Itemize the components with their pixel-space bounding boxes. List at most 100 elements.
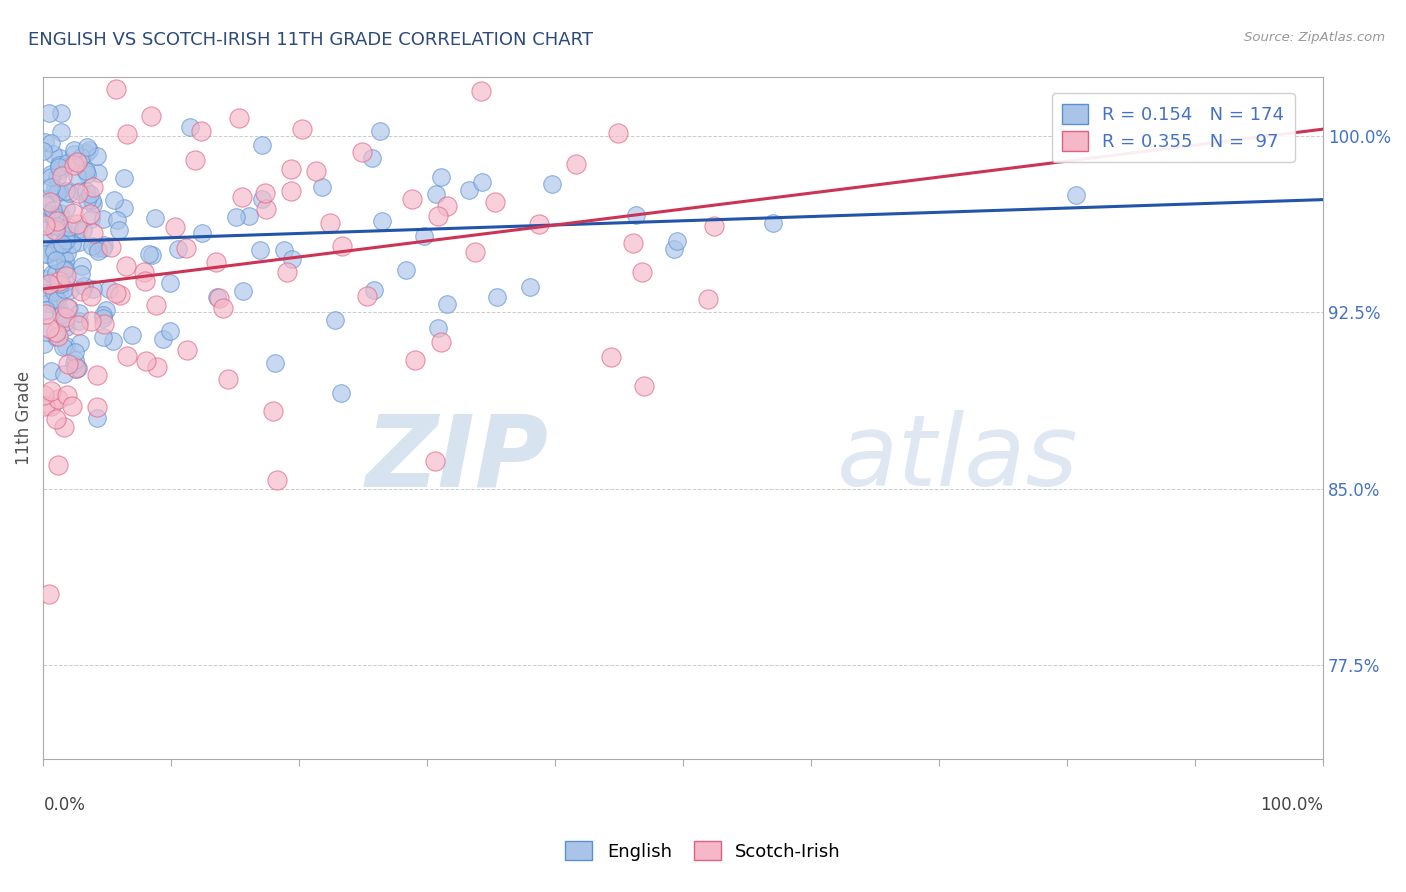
Point xyxy=(45,253,67,268)
Point xyxy=(404,353,426,368)
Point xyxy=(91,308,114,322)
Point xyxy=(82,197,104,211)
Point xyxy=(141,109,163,123)
Point xyxy=(291,121,314,136)
Point xyxy=(541,177,564,191)
Point xyxy=(67,306,90,320)
Point xyxy=(91,211,114,226)
Point xyxy=(38,587,60,601)
Point xyxy=(73,278,96,293)
Point xyxy=(63,352,86,367)
Point xyxy=(49,308,72,322)
Point xyxy=(80,239,103,253)
Point xyxy=(165,220,187,235)
Point xyxy=(67,235,90,250)
Point xyxy=(69,335,91,350)
Point xyxy=(703,219,725,233)
Point xyxy=(82,282,104,296)
Point xyxy=(599,350,621,364)
Point xyxy=(624,208,647,222)
Point xyxy=(212,301,235,315)
Point xyxy=(35,302,58,317)
Point xyxy=(280,161,302,176)
Point xyxy=(423,454,446,468)
Point xyxy=(311,180,333,194)
Point xyxy=(34,218,56,232)
Point xyxy=(34,271,56,285)
Point xyxy=(53,368,76,382)
Point xyxy=(49,277,72,291)
Point xyxy=(254,186,277,200)
Point xyxy=(39,169,62,184)
Point xyxy=(35,325,58,339)
Point xyxy=(250,193,273,207)
Point xyxy=(53,262,76,277)
Point xyxy=(58,219,80,234)
Point xyxy=(39,136,62,150)
Point xyxy=(65,361,87,376)
Point xyxy=(401,193,423,207)
Point xyxy=(135,354,157,368)
Point xyxy=(65,361,87,376)
Point xyxy=(56,388,79,402)
Point xyxy=(62,206,84,220)
Point xyxy=(38,106,60,120)
Point xyxy=(53,310,76,325)
Point xyxy=(70,150,93,164)
Point xyxy=(34,192,56,206)
Point xyxy=(41,202,63,217)
Point xyxy=(75,163,97,178)
Point xyxy=(52,419,75,434)
Point xyxy=(80,289,103,303)
Point xyxy=(323,313,346,327)
Point xyxy=(281,252,304,266)
Point xyxy=(115,350,138,364)
Point xyxy=(34,247,56,261)
Point xyxy=(55,320,77,334)
Point xyxy=(46,213,69,227)
Point xyxy=(39,364,62,378)
Point xyxy=(249,243,271,257)
Point xyxy=(67,360,90,375)
Point xyxy=(66,169,89,183)
Point xyxy=(46,293,69,307)
Point xyxy=(395,262,418,277)
Point xyxy=(167,242,190,256)
Point xyxy=(485,290,508,304)
Point xyxy=(100,240,122,254)
Point xyxy=(49,281,72,295)
Point xyxy=(55,339,77,353)
Text: 0.0%: 0.0% xyxy=(44,797,86,814)
Point xyxy=(70,267,93,281)
Point xyxy=(35,205,58,219)
Point xyxy=(1066,187,1088,202)
Point xyxy=(86,149,108,163)
Point xyxy=(79,186,101,201)
Point xyxy=(62,399,84,413)
Point xyxy=(87,165,110,179)
Point xyxy=(32,388,55,402)
Point xyxy=(633,379,655,393)
Point xyxy=(58,301,80,316)
Point xyxy=(51,237,73,252)
Point xyxy=(63,357,86,371)
Point xyxy=(39,384,62,398)
Point xyxy=(32,280,55,294)
Point xyxy=(427,209,450,223)
Point xyxy=(53,252,76,267)
Point xyxy=(80,212,103,227)
Point xyxy=(76,193,98,207)
Point xyxy=(519,279,541,293)
Point xyxy=(484,195,506,210)
Point xyxy=(250,138,273,153)
Point xyxy=(529,217,551,231)
Point xyxy=(436,297,458,311)
Point xyxy=(48,274,70,288)
Point xyxy=(138,246,160,260)
Legend: English, Scotch-Irish: English, Scotch-Irish xyxy=(557,831,849,870)
Point xyxy=(52,250,75,264)
Point xyxy=(356,289,378,303)
Point xyxy=(190,124,212,138)
Text: 100.0%: 100.0% xyxy=(1260,797,1323,814)
Point xyxy=(70,285,93,299)
